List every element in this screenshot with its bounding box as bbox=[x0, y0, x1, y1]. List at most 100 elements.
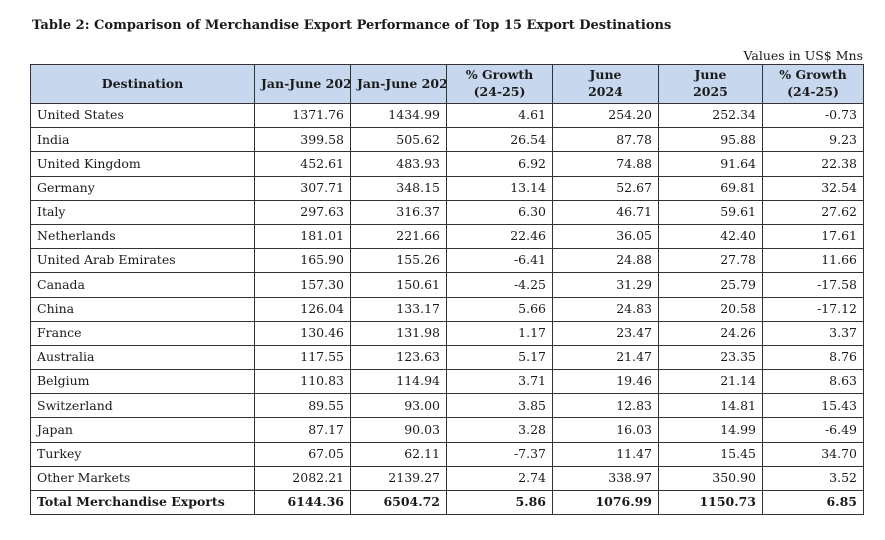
cell-destination: Germany bbox=[30, 175, 255, 201]
cell-growth-jan-june: 22.46 bbox=[446, 223, 553, 250]
cell-growth-june: 15.43 bbox=[762, 393, 864, 419]
cell-growth-june: 32.54 bbox=[762, 175, 864, 201]
cell-jan-june-2024: 452.61 bbox=[254, 151, 351, 177]
cell-jan-june-2024: 1371.76 bbox=[254, 102, 351, 129]
cell-june-2025: 350.90 bbox=[658, 465, 763, 492]
cell-growth-jan-june: 1.17 bbox=[446, 320, 553, 346]
total-row: Total Merchandise Exports 6144.36 6504.72 5… bbox=[30, 489, 864, 516]
cell-jan-june-2025: 1434.99 bbox=[350, 102, 447, 129]
cell-june-2024: 24.88 bbox=[552, 248, 659, 274]
cell-jan-june-2025: 114.94 bbox=[350, 369, 447, 395]
cell-growth-june: 34.70 bbox=[762, 441, 864, 467]
cell-growth-jan-june: 6.30 bbox=[446, 199, 553, 225]
cell-june-2024: 1076.99 bbox=[552, 489, 659, 516]
cell-jan-june-2025: 316.37 bbox=[350, 199, 447, 225]
cell-june-2025: 14.81 bbox=[658, 393, 763, 419]
cell-growth-june: 9.23 bbox=[762, 127, 864, 153]
table-row: Germany 307.71 348.15 13.14 52.67 69.81 32.54 bbox=[30, 175, 864, 201]
cell-growth-june: -17.12 bbox=[762, 296, 864, 322]
table-row: United Arab Emirates 165.90 155.26 -6.41 24.… bbox=[30, 248, 864, 274]
cell-growth-jan-june: 26.54 bbox=[446, 127, 553, 153]
cell-destination: Canada bbox=[30, 272, 255, 298]
cell-growth-jan-june: 5.86 bbox=[446, 489, 553, 516]
cell-june-2025: 25.79 bbox=[658, 272, 763, 298]
cell-june-2024: 19.46 bbox=[552, 369, 659, 395]
cell-destination: United States bbox=[30, 102, 255, 129]
table-row: Other Markets 2082.21 2139.27 2.74 338.97 350… bbox=[30, 465, 864, 492]
cell-jan-june-2025: 123.63 bbox=[350, 344, 447, 371]
table-row: Italy 297.63 316.37 6.30 46.71 59.61 27.62 bbox=[30, 199, 864, 225]
cell-growth-june: -0.73 bbox=[762, 102, 864, 129]
table-row: Switzerland 89.55 93.00 3.85 12.83 14.81 15.43 bbox=[30, 393, 864, 419]
cell-june-2025: 14.99 bbox=[658, 417, 763, 443]
cell-june-2025: 21.14 bbox=[658, 369, 763, 395]
cell-destination: Belgium bbox=[30, 369, 255, 395]
cell-growth-june: 3.52 bbox=[762, 465, 864, 492]
cell-growth-jan-june: 3.71 bbox=[446, 369, 553, 395]
cell-growth-jan-june: 6.92 bbox=[446, 151, 553, 177]
table-row: China 126.04 133.17 5.66 24.83 20.58 -17.12 bbox=[30, 296, 864, 322]
cell-growth-jan-june: -4.25 bbox=[446, 272, 553, 298]
column-header-line: % Growth bbox=[465, 67, 534, 83]
column-header-june-2025: June 2025 bbox=[658, 64, 763, 104]
column-header-destination: Destination bbox=[30, 64, 255, 104]
cell-june-2024: 31.29 bbox=[552, 272, 659, 298]
table-header: Destination Jan-June 2024 Jan-June 2025 … bbox=[30, 64, 864, 104]
cell-destination: India bbox=[30, 127, 255, 153]
column-header-line: 2025 bbox=[693, 84, 728, 99]
table-row: France 130.46 131.98 1.17 23.47 24.26 3.37 bbox=[30, 320, 864, 346]
cell-jan-june-2024: 307.71 bbox=[254, 175, 351, 201]
table-row: Turkey 67.05 62.11 -7.37 11.47 15.45 34.70 bbox=[30, 441, 864, 467]
cell-jan-june-2025: 221.66 bbox=[350, 223, 447, 250]
column-header-line: 2024 bbox=[588, 84, 623, 99]
cell-growth-june: 17.61 bbox=[762, 223, 864, 250]
cell-june-2024: 12.83 bbox=[552, 393, 659, 419]
cell-jan-june-2025: 155.26 bbox=[350, 248, 447, 274]
cell-growth-june: 3.37 bbox=[762, 320, 864, 346]
cell-growth-june: -17.58 bbox=[762, 272, 864, 298]
table-body: United States 1371.76 1434.99 4.61 254.20 252… bbox=[30, 102, 864, 516]
cell-growth-jan-june: -7.37 bbox=[446, 441, 553, 467]
table-row: India 399.58 505.62 26.54 87.78 95.88 9.23 bbox=[30, 127, 864, 153]
column-header-line: Jan-June 2025 bbox=[357, 75, 446, 91]
table-title: Table 2: Comparison of Merchandise Expor… bbox=[32, 18, 672, 33]
cell-june-2024: 23.47 bbox=[552, 320, 659, 346]
column-header-june-2024: June 2024 bbox=[552, 64, 659, 104]
cell-destination: Other Markets bbox=[30, 465, 255, 492]
cell-jan-june-2025: 150.61 bbox=[350, 272, 447, 298]
column-header-growth-jan-june: % Growth (24-25) bbox=[446, 64, 553, 104]
column-header-jan-june-2025: Jan-June 2025 bbox=[350, 64, 447, 104]
cell-june-2024: 338.97 bbox=[552, 465, 659, 492]
cell-jan-june-2024: 2082.21 bbox=[254, 465, 351, 492]
cell-jan-june-2025: 348.15 bbox=[350, 175, 447, 201]
cell-june-2025: 69.81 bbox=[658, 175, 763, 201]
cell-destination: China bbox=[30, 296, 255, 322]
cell-growth-jan-june: 4.61 bbox=[446, 102, 553, 129]
cell-june-2024: 87.78 bbox=[552, 127, 659, 153]
cell-june-2025: 24.26 bbox=[658, 320, 763, 346]
cell-growth-june: 11.66 bbox=[762, 248, 864, 274]
cell-growth-june: 8.76 bbox=[762, 344, 864, 371]
table-row: Belgium 110.83 114.94 3.71 19.46 21.14 8.63 bbox=[30, 369, 864, 395]
cell-growth-june: 8.63 bbox=[762, 369, 864, 395]
units-note: Values in US$ Mns bbox=[743, 48, 863, 63]
cell-growth-jan-june: 5.66 bbox=[446, 296, 553, 322]
header-row: Destination Jan-June 2024 Jan-June 2025 … bbox=[30, 64, 864, 104]
cell-destination: United Kingdom bbox=[30, 151, 255, 177]
cell-growth-jan-june: 2.74 bbox=[446, 465, 553, 492]
cell-destination: Netherlands bbox=[30, 223, 255, 250]
column-header-line: June bbox=[589, 67, 622, 83]
cell-june-2025: 91.64 bbox=[658, 151, 763, 177]
cell-destination: Italy bbox=[30, 199, 255, 225]
table-row: United Kingdom 452.61 483.93 6.92 74.88 91.64… bbox=[30, 151, 864, 177]
cell-june-2025: 15.45 bbox=[658, 441, 763, 467]
cell-jan-june-2024: 89.55 bbox=[254, 393, 351, 419]
cell-growth-june: -6.49 bbox=[762, 417, 864, 443]
column-header-jan-june-2024: Jan-June 2024 bbox=[254, 64, 351, 104]
column-header-line: (24-25) bbox=[473, 84, 526, 99]
cell-jan-june-2024: 67.05 bbox=[254, 441, 351, 467]
cell-june-2024: 52.67 bbox=[552, 175, 659, 201]
cell-growth-june: 27.62 bbox=[762, 199, 864, 225]
cell-destination: United Arab Emirates bbox=[30, 248, 255, 274]
cell-jan-june-2024: 6144.36 bbox=[254, 489, 351, 516]
